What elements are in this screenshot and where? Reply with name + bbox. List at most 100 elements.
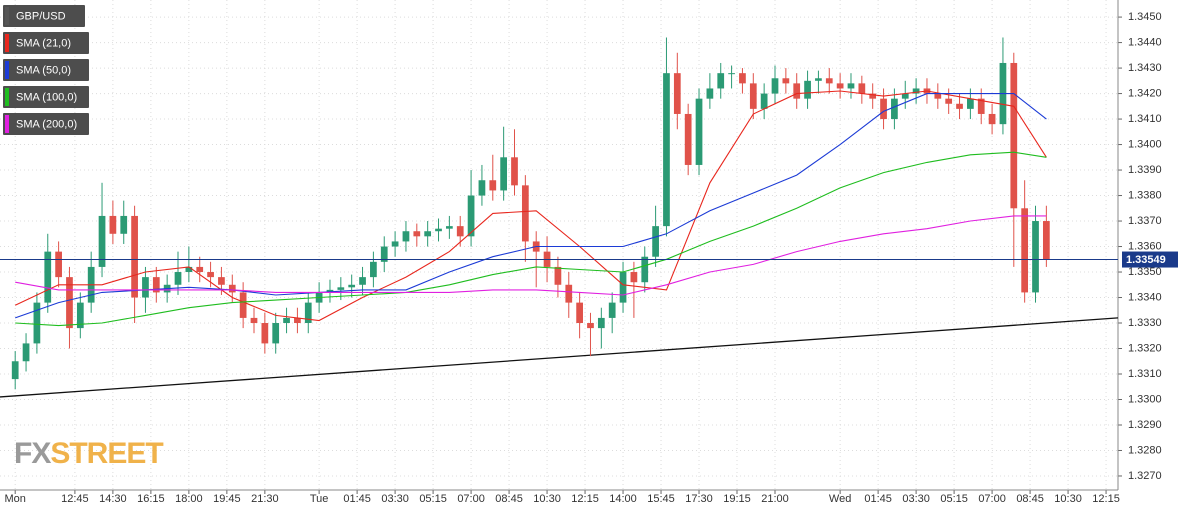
candle-body xyxy=(847,83,855,89)
candle-body xyxy=(554,266,562,285)
y-tick-label: 1.3370 xyxy=(1128,215,1162,227)
candle-body xyxy=(207,272,214,278)
x-tick-label: 16:15 xyxy=(137,493,165,505)
x-tick-label: 05:15 xyxy=(419,493,447,505)
y-tick-label: 1.3400 xyxy=(1128,138,1162,150)
y-tick-label: 1.3280 xyxy=(1128,444,1162,456)
candle-body xyxy=(294,317,301,324)
candle-body xyxy=(402,231,410,242)
candle-body xyxy=(218,277,225,285)
last-price-box xyxy=(1122,251,1178,268)
candle-body xyxy=(1042,221,1050,260)
candle-body xyxy=(739,73,746,84)
x-tick-label: 01:45 xyxy=(343,493,371,505)
x-tick-label: Wed xyxy=(829,493,851,505)
candle-body xyxy=(565,284,573,303)
candle-body xyxy=(478,180,486,196)
y-tick-label: 1.3360 xyxy=(1128,240,1162,252)
legend-box xyxy=(3,59,89,81)
candle-body xyxy=(956,103,963,109)
candle-body xyxy=(706,88,714,99)
y-tick-label: 1.3430 xyxy=(1128,62,1162,74)
candle-body xyxy=(641,256,649,283)
candle-body xyxy=(467,195,475,237)
candle-body xyxy=(858,83,866,94)
candle-body xyxy=(98,215,106,267)
candle-body xyxy=(967,98,974,109)
legend-swatch xyxy=(5,7,9,25)
candle-body xyxy=(880,98,887,120)
watermark-suffix: STREET xyxy=(50,437,163,470)
candle-body xyxy=(348,284,356,288)
candle-body xyxy=(934,93,942,99)
legend-label: SMA (100,0) xyxy=(16,91,77,103)
candle-body xyxy=(380,246,388,262)
candle-body xyxy=(22,343,30,362)
candle-body xyxy=(521,185,529,242)
sma-line xyxy=(15,151,1047,327)
candle-body xyxy=(988,113,996,125)
candle-body xyxy=(109,215,117,234)
candle-body xyxy=(370,261,377,278)
candle-body xyxy=(684,113,692,165)
candle-body xyxy=(608,302,616,318)
legend-box xyxy=(3,5,85,27)
y-tick-label: 1.3450 xyxy=(1128,11,1162,23)
candle-body xyxy=(55,251,62,278)
candle-body xyxy=(11,361,19,380)
x-tick-label: 07:00 xyxy=(978,493,1006,505)
x-tick-label: 10:30 xyxy=(1054,493,1082,505)
x-tick-label: 12:45 xyxy=(61,493,89,505)
candle-body xyxy=(120,215,128,234)
candle-body xyxy=(912,88,920,94)
x-tick-label: Tue xyxy=(310,493,329,505)
candle-body xyxy=(695,98,703,165)
legend-label: SMA (200,0) xyxy=(16,118,77,130)
candle-body xyxy=(66,277,73,329)
candle-body xyxy=(435,228,442,232)
legend-box xyxy=(3,32,89,54)
x-tick-label: 18:00 xyxy=(175,493,203,505)
y-tick-label: 1.3270 xyxy=(1128,470,1162,482)
legend-swatch xyxy=(5,34,9,52)
candle-body xyxy=(630,272,638,283)
candle-body xyxy=(33,302,41,344)
candle-body xyxy=(804,80,811,99)
watermark-prefix: FX xyxy=(14,437,51,470)
x-tick-label: 01:45 xyxy=(864,493,892,505)
legend-swatch xyxy=(5,88,9,106)
x-tick-label: 14:00 xyxy=(609,493,637,505)
y-tick-label: 1.3310 xyxy=(1128,368,1162,380)
legend-box xyxy=(3,113,89,135)
candle-body xyxy=(901,93,909,99)
candle-body xyxy=(1010,62,1018,209)
x-tick-label: 12:15 xyxy=(1092,493,1120,505)
candle-body xyxy=(304,302,312,324)
candle-body xyxy=(228,284,236,293)
sma-line xyxy=(15,215,1047,296)
candle-body xyxy=(836,83,844,89)
y-tick-label: 1.3410 xyxy=(1128,113,1162,125)
x-tick-label: Mon xyxy=(4,493,25,505)
x-tick-label: 03:30 xyxy=(381,493,409,505)
sma-line xyxy=(15,93,1047,319)
legend-box xyxy=(3,86,89,108)
candle-body xyxy=(825,78,833,84)
candle-body xyxy=(619,272,627,303)
candle-body xyxy=(446,226,453,229)
candle-body xyxy=(771,78,779,94)
y-tick-label: 1.3390 xyxy=(1128,164,1162,176)
candle-body xyxy=(511,157,518,186)
y-tick-label: 1.3380 xyxy=(1128,189,1162,201)
candle-body xyxy=(1021,208,1029,293)
x-tick-label: 03:30 xyxy=(902,493,930,505)
candle-body xyxy=(749,83,757,109)
x-tick-label: 21:00 xyxy=(761,493,789,505)
legend-label: GBP/USD xyxy=(16,10,66,22)
candle-body xyxy=(413,231,421,237)
y-tick-label: 1.3330 xyxy=(1128,317,1162,329)
candle-body xyxy=(793,83,801,99)
x-tick-label: 17:30 xyxy=(685,493,713,505)
